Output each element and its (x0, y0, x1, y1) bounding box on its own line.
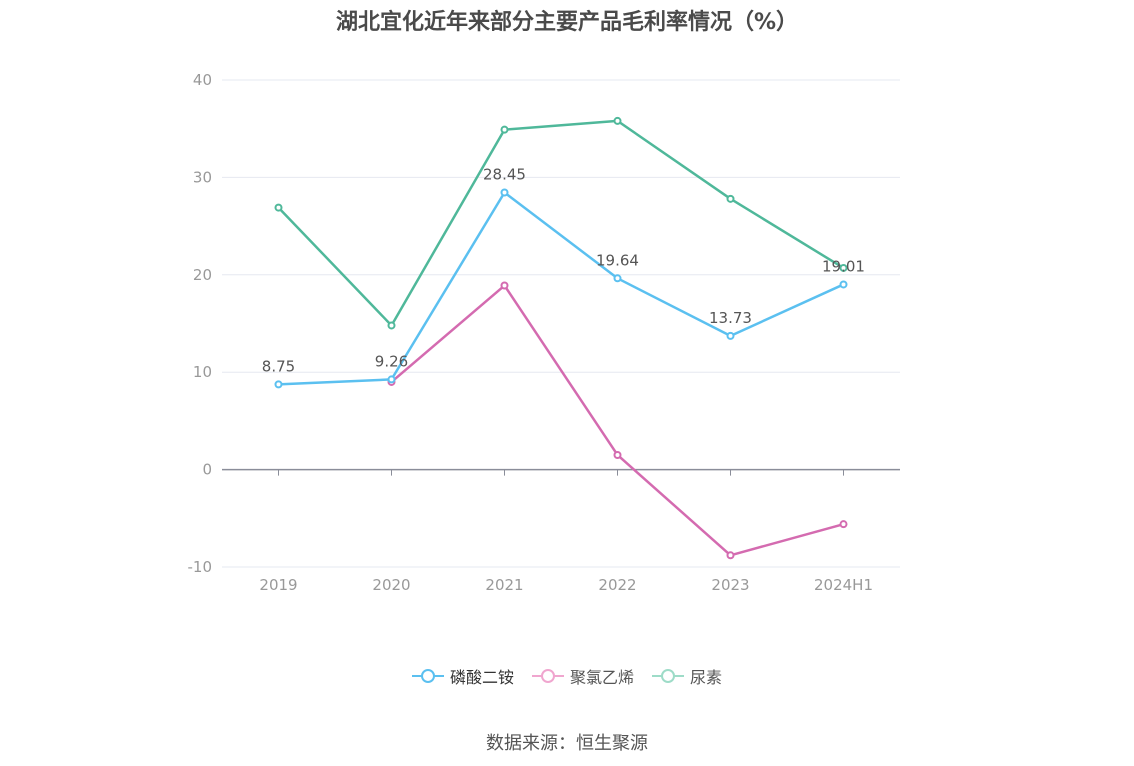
data-point (387, 321, 396, 330)
data-label: 8.75 (262, 357, 295, 375)
data-point (500, 281, 509, 290)
legend-swatch-2 (652, 669, 684, 683)
chart-title: 湖北宜化近年来部分主要产品毛利率情况（%） (335, 10, 799, 35)
x-axis: 2019 2020 2021 2022 2023 2024H1 (222, 468, 900, 594)
data-point (726, 331, 735, 340)
y-tick-label: 0 (202, 461, 212, 479)
data-point (726, 194, 735, 203)
legend-item-0[interactable]: 磷酸二铵 (411, 664, 514, 688)
legend-label-0: 磷酸二铵 (449, 668, 514, 687)
series-line-1 (390, 284, 844, 557)
data-point (274, 203, 283, 212)
y-tick-label: 20 (193, 266, 212, 284)
data-point (387, 375, 396, 384)
data-point (613, 274, 622, 283)
data-label: 19.64 (596, 251, 639, 269)
x-tick-label: 2022 (598, 576, 636, 594)
data-point (613, 116, 622, 125)
data-label: 13.73 (709, 309, 752, 327)
data-label: 28.45 (483, 165, 526, 183)
series-lines (274, 116, 848, 560)
data-point (613, 450, 622, 459)
data-label: 9.26 (375, 352, 408, 370)
data-point (726, 551, 735, 560)
legend-swatch-0 (411, 669, 444, 683)
y-tick-label: 30 (193, 168, 212, 186)
data-point (500, 188, 509, 197)
x-tick-label: 2023 (711, 576, 749, 594)
y-tick-label: 10 (193, 363, 212, 381)
legend-item-2[interactable]: 尿素 (652, 664, 722, 688)
legend: 磷酸二铵 聚氯乙烯 尿素 (0, 664, 1134, 688)
data-point (274, 380, 283, 389)
legend-swatch-1 (531, 669, 564, 683)
y-axis-tick-labels: -10 0 10 20 30 40 (188, 71, 213, 576)
source-note: 数据来源：恒生聚源 (486, 733, 648, 754)
x-tick-label: 2020 (372, 576, 410, 594)
data-point (500, 125, 509, 134)
series-line-0 (278, 191, 845, 386)
data-label: 19.01 (822, 257, 865, 275)
x-tick-label: 2021 (485, 576, 523, 594)
x-tick-label: 2024H1 (814, 576, 873, 594)
data-point (839, 520, 848, 529)
legend-item-1[interactable]: 聚氯乙烯 (531, 664, 634, 688)
legend-label-1: 聚氯乙烯 (569, 668, 634, 687)
data-labels: 8.75 9.26 28.45 19.64 13.73 19.01 (262, 165, 865, 375)
series-line-2 (277, 119, 845, 327)
data-point (839, 263, 848, 272)
y-tick-label: 40 (193, 71, 212, 89)
y-tick-label: -10 (188, 558, 213, 576)
legend-label-2: 尿素 (690, 668, 723, 687)
grid-lines (222, 79, 900, 568)
x-tick-label: 2019 (259, 576, 297, 594)
data-point (839, 280, 848, 289)
